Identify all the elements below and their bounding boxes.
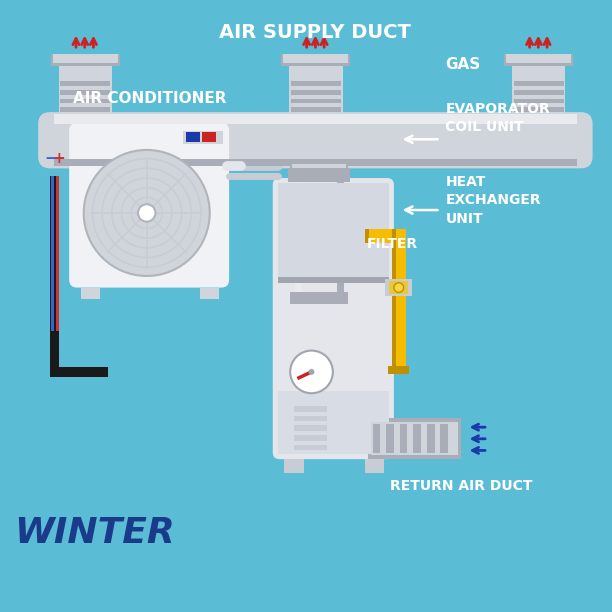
Bar xyxy=(278,277,389,283)
Bar xyxy=(400,424,408,453)
Bar xyxy=(59,62,112,116)
Bar xyxy=(385,279,412,296)
Bar xyxy=(504,54,573,65)
Bar xyxy=(278,391,389,454)
Circle shape xyxy=(308,369,315,375)
Bar xyxy=(365,230,399,243)
Bar xyxy=(56,176,59,331)
Bar xyxy=(337,168,343,296)
Bar xyxy=(200,288,220,299)
Bar xyxy=(61,99,110,103)
Bar xyxy=(53,54,118,62)
Bar xyxy=(182,130,223,144)
Bar xyxy=(61,107,110,112)
Bar xyxy=(51,176,54,331)
Bar xyxy=(289,62,343,116)
Bar xyxy=(392,230,396,370)
Bar xyxy=(282,54,350,65)
Bar xyxy=(294,425,327,431)
Bar xyxy=(202,132,215,142)
Circle shape xyxy=(138,204,155,222)
Circle shape xyxy=(290,351,333,394)
Circle shape xyxy=(84,150,210,276)
Bar xyxy=(292,165,346,176)
Text: AIR SUPPLY DUCT: AIR SUPPLY DUCT xyxy=(220,23,411,42)
FancyBboxPatch shape xyxy=(273,178,394,459)
Bar xyxy=(288,168,350,182)
Bar xyxy=(283,54,348,62)
Text: FILTER: FILTER xyxy=(367,237,417,251)
Text: RETURN AIR DUCT: RETURN AIR DUCT xyxy=(390,479,532,493)
Bar xyxy=(295,168,343,296)
FancyBboxPatch shape xyxy=(69,123,229,288)
Bar xyxy=(50,346,59,377)
Bar xyxy=(386,424,394,453)
Bar xyxy=(290,293,348,304)
Bar xyxy=(51,54,119,65)
Bar xyxy=(389,281,408,294)
Bar xyxy=(512,62,565,116)
Bar xyxy=(368,419,461,459)
Bar xyxy=(506,54,571,62)
Bar xyxy=(61,81,110,86)
Text: HEAT
EXCHANGER
UNIT: HEAT EXCHANGER UNIT xyxy=(446,175,541,226)
FancyBboxPatch shape xyxy=(38,112,592,168)
Bar xyxy=(285,459,304,472)
Text: −: − xyxy=(45,151,57,166)
Bar xyxy=(291,99,341,103)
Text: WINTER: WINTER xyxy=(14,516,175,550)
Bar xyxy=(514,90,564,95)
Bar xyxy=(514,99,564,103)
Bar xyxy=(54,159,577,166)
Bar xyxy=(392,230,406,243)
Bar xyxy=(291,90,341,95)
Bar xyxy=(54,114,577,124)
Bar xyxy=(295,168,302,296)
Bar xyxy=(294,406,327,412)
Bar xyxy=(291,107,341,112)
Text: GAS: GAS xyxy=(446,57,480,72)
Circle shape xyxy=(394,283,403,293)
Text: EVAPORATOR
COIL UNIT: EVAPORATOR COIL UNIT xyxy=(446,102,550,134)
Bar xyxy=(290,166,348,182)
Bar xyxy=(187,132,200,142)
Bar xyxy=(278,183,389,280)
Bar xyxy=(294,435,327,441)
Bar xyxy=(50,176,59,346)
Bar xyxy=(294,444,327,450)
Text: +: + xyxy=(52,151,65,166)
Bar xyxy=(81,288,100,299)
Text: AIR CONDITIONER: AIR CONDITIONER xyxy=(73,91,226,106)
Bar xyxy=(373,424,380,453)
Bar xyxy=(427,424,435,453)
Bar xyxy=(441,424,448,453)
Bar xyxy=(61,90,110,95)
Bar xyxy=(365,230,368,243)
Bar xyxy=(294,416,327,421)
Bar xyxy=(371,422,458,455)
Bar xyxy=(514,107,564,112)
Bar xyxy=(413,424,421,453)
Bar xyxy=(50,367,108,377)
Bar xyxy=(291,81,341,86)
Bar xyxy=(514,81,564,86)
Bar xyxy=(392,230,406,370)
Bar xyxy=(388,366,409,374)
Bar xyxy=(365,459,384,472)
